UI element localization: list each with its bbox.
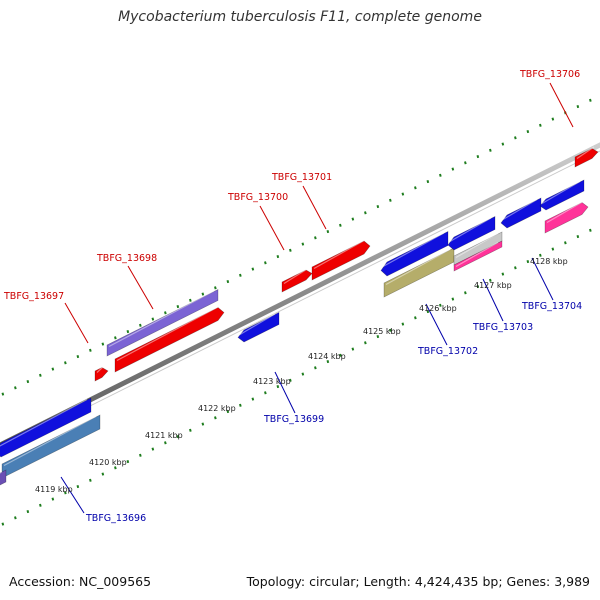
gene-label-tbfg-13697[interactable]: TBFG_13697 (3, 291, 64, 302)
scale-tick-label: 4123 kbp (253, 377, 291, 386)
gene-bar-tbfg-13699[interactable] (237, 312, 280, 343)
gene-label-tbfg-13703[interactable]: TBFG_13703 (472, 322, 533, 333)
leader-tbfg-13699 (274, 371, 296, 414)
gene-bar-tbfg-13696-edge[interactable] (0, 469, 7, 490)
gene-bar-tbfg-13696-a[interactable] (0, 397, 92, 458)
gene-bar-tbfg-13703-a-highlight (449, 217, 492, 243)
gene-bar-tbfg-13700[interactable] (281, 269, 313, 293)
leader-tbfg-13701 (302, 185, 327, 230)
scale-tick-label: 4127 kbp (474, 281, 512, 290)
gene-bar-tbfg-13706[interactable] (574, 148, 599, 168)
gene-bar-tbfg-13699-highlight (239, 313, 276, 336)
gene-bar-tbfg-13704-b-highlight (541, 180, 581, 205)
scale-tick-label: 4120 kbp (89, 458, 127, 467)
gene-bar-tbfg-13697-highlight (96, 365, 105, 373)
upper-tick-dots (1, 98, 592, 396)
leader-tbfg-13697 (64, 302, 89, 344)
scale-tick-label: 4119 kbp (35, 485, 73, 494)
gene-label-tbfg-13699[interactable]: TBFG_13699 (263, 414, 324, 425)
scale-tick-label: 4124 kbp (308, 352, 346, 361)
gene-label-tbfg-13706[interactable]: TBFG_13706 (519, 69, 580, 80)
genome-summary-text: Topology: circular; Length: 4,424,435 bp… (246, 574, 590, 589)
gene-bar-tbfg-13696-a-highlight (0, 398, 88, 447)
scale-tick-label: 4121 kbp (145, 431, 183, 440)
gene-bar-tbfg-13704-a[interactable] (500, 197, 542, 229)
gene-bar-tbfg-13696-highlight (3, 415, 97, 467)
gene-bar-tbfg-13702-a-highlight (382, 232, 445, 268)
gene-bar-tbfg-13706-highlight (576, 146, 595, 159)
gene-bar-tbfg-13703-highlight (455, 241, 499, 268)
leader-tbfg-13700 (259, 205, 285, 251)
backbone (0, 142, 600, 452)
gene-label-tbfg-13702[interactable]: TBFG_13702 (417, 346, 478, 357)
gene-bar-tbfg-13704[interactable] (544, 202, 589, 234)
gene-bar-tbfg-13701[interactable] (311, 240, 371, 281)
feature-track (0, 146, 599, 490)
gene-label-tbfg-13696[interactable]: TBFG_13696 (85, 513, 146, 524)
lower-tick-dots (1, 228, 592, 526)
gene-bar-tbfg-13698[interactable] (114, 307, 225, 373)
leader-tbfg-13704 (531, 257, 554, 301)
label-leaders (60, 82, 574, 514)
gene-label-tbfg-13700[interactable]: TBFG_13700 (227, 192, 288, 203)
gene-label-tbfg-13698[interactable]: TBFG_13698 (96, 253, 157, 264)
leader-tbfg-13703 (482, 278, 504, 322)
gene-labels: 4119 kbp 4120 kbp 4121 kbp 4122 kbp 4123 kbp… (3, 69, 582, 524)
tick-dot-tracks (1, 98, 592, 526)
gene-bar-tbfg-13703-grey-highlight (455, 232, 499, 259)
gene-bar-tbfg-13703-a[interactable] (447, 216, 496, 251)
gene-bar-tbfg-13696-edge-highlight (0, 471, 3, 474)
gene-bar-tbfg-13697[interactable] (94, 367, 109, 382)
gene-bar-tbfg-13702-highlight (385, 248, 451, 286)
gene-bar-tbfg-13704-highlight (546, 200, 585, 224)
gene-label-tbfg-13701[interactable]: TBFG_13701 (271, 172, 332, 183)
gene-bar-tbfg-13703[interactable] (453, 240, 503, 272)
scale-tick-label: 4125 kbp (363, 327, 401, 336)
gene-label-tbfg-13704[interactable]: TBFG_13704 (521, 301, 582, 312)
gene-bar-tbfg-13698-highlight (116, 305, 221, 362)
leader-tbfg-13698 (127, 265, 154, 310)
scale-tick-label: 4122 kbp (198, 404, 236, 413)
gene-bar-tbfg-13704-a-highlight (502, 198, 538, 221)
gene-bar-tbfg-13698-helper[interactable] (106, 289, 219, 357)
leader-tbfg-13696 (60, 476, 85, 514)
scale-tick-label: 4128 kbp (530, 257, 568, 266)
leader-tbfg-13702 (425, 303, 448, 346)
leader-tbfg-13706 (549, 82, 574, 128)
gene-bar-tbfg-13704-b[interactable] (539, 179, 585, 211)
map-title: Mycobacterium tuberculosis F11, complete… (118, 9, 482, 25)
backbone-highlight (0, 150, 600, 452)
gene-bar-tbfg-13701-highlight (313, 238, 367, 270)
gene-bar-tbfg-13702-a[interactable] (380, 231, 449, 277)
scale-tick-label: 4126 kbp (419, 304, 457, 313)
gene-bar-tbfg-13698-helper-highlight (108, 290, 215, 348)
gene-bar-tbfg-13700-highlight (283, 267, 309, 285)
backbone-line (0, 142, 600, 448)
accession-text: Accession: NC_009565 (9, 574, 152, 589)
